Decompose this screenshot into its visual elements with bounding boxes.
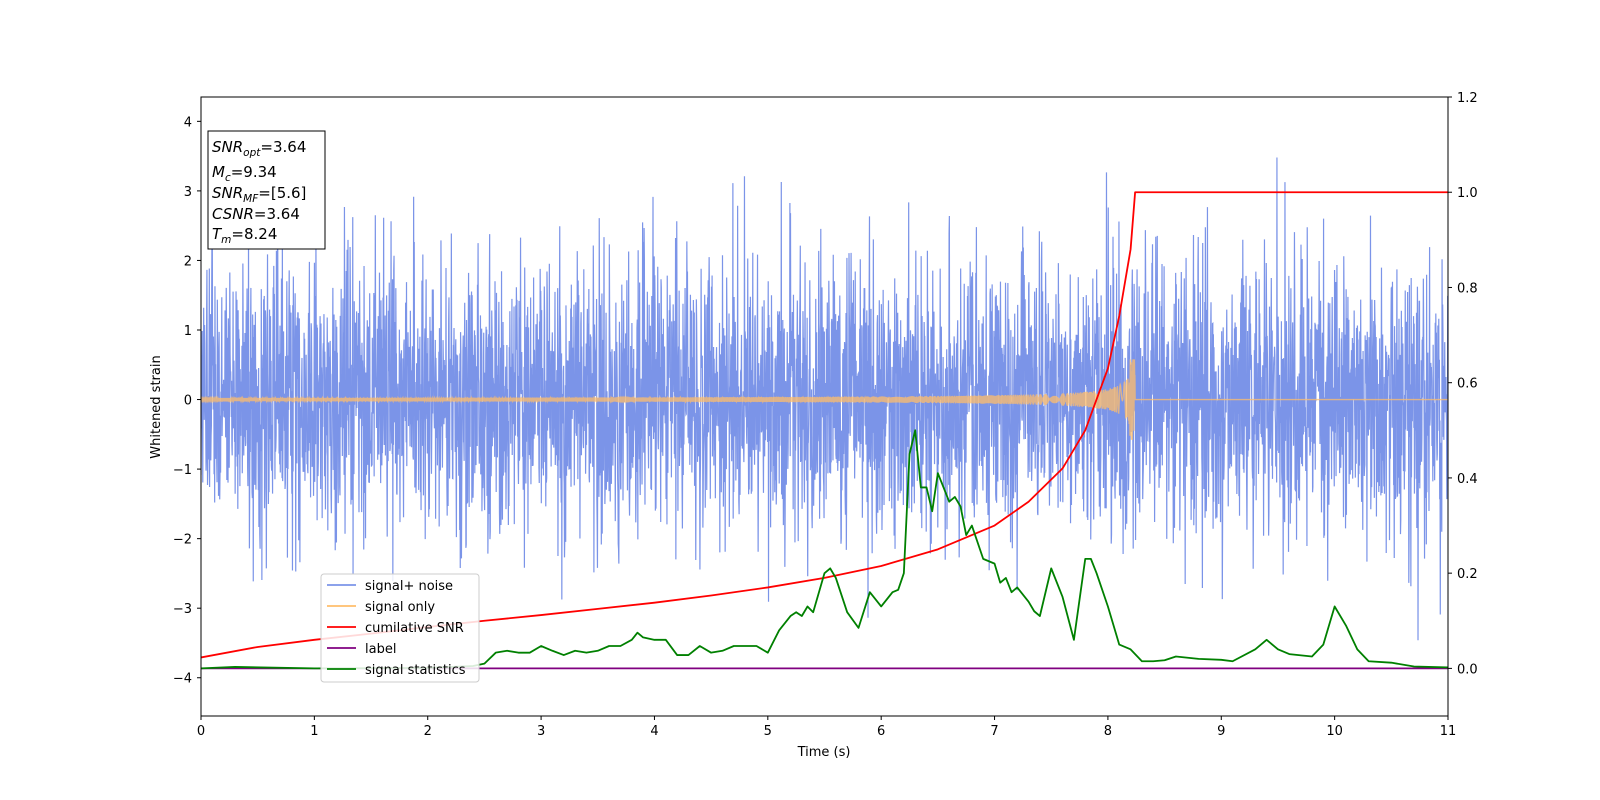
- x-tick-label: 3: [537, 724, 545, 739]
- y-right-tick-label: 0.0: [1457, 662, 1478, 677]
- svg-text:label: label: [365, 642, 396, 657]
- annotation-line-mc: Mc=9.34: [212, 163, 277, 184]
- y-left-tick-label: 3: [184, 185, 192, 200]
- y-right-tick-label: 0.2: [1457, 567, 1478, 582]
- x-tick-label: 9: [1217, 724, 1225, 739]
- x-tick-label: 4: [650, 724, 658, 739]
- y-right-tick-label: 0.4: [1457, 472, 1478, 487]
- y-left-tick-label: 0: [184, 394, 192, 409]
- annotation-line-snr-mf: SNRMF=[5.6]: [212, 184, 306, 205]
- annotation-line-csnr: CSNR=3.64: [212, 205, 300, 223]
- x-tick-label: 8: [1104, 724, 1112, 739]
- annotation-line-snr-opt: SNRopt=3.64: [212, 138, 306, 159]
- legend: signal+ noise signal only cumilative SNR…: [320, 573, 480, 683]
- x-tick-label: 10: [1326, 724, 1343, 739]
- y-right-tick-label: 0.8: [1457, 281, 1478, 296]
- annotation-line-tm: Tm=8.24: [212, 225, 277, 246]
- stats-annotation-box: SNRopt=3.64 Mc=9.34 SNRMF=[5.6] CSNR=3.6…: [207, 130, 326, 250]
- legend-item-signal-noise: signal+ noise: [327, 579, 453, 594]
- x-tick-label: 2: [424, 724, 432, 739]
- y-axis-label: Whitened strain: [149, 355, 164, 458]
- plot-frame: [200, 96, 1449, 717]
- svg-text:signal statistics: signal statistics: [365, 663, 466, 678]
- y-left-tick-label: 1: [184, 324, 192, 339]
- x-tick-label: 11: [1440, 724, 1457, 739]
- y-left-tick-label: 4: [184, 115, 192, 130]
- x-tick-label: 7: [990, 724, 998, 739]
- series-signal-only: [201, 359, 1448, 440]
- series-signal-statistics: [201, 429, 1448, 670]
- y-left-tick-label: −3: [173, 602, 192, 617]
- x-axis: 0 1 2 3 4 5 6 7 8 9 10 11: [197, 716, 1456, 739]
- y-axis-right: 1.2 1.0 0.8 0.6 0.4 0.2 0.0: [1448, 91, 1478, 677]
- y-axis-left: 4 3 2 1 0 −1 −2 −3 −4: [173, 115, 201, 687]
- y-left-tick-label: −4: [173, 672, 192, 687]
- y-right-tick-label: 1.0: [1457, 186, 1478, 201]
- y-right-tick-label: 0.6: [1457, 377, 1478, 392]
- y-left-tick-label: 2: [184, 254, 192, 269]
- legend-item-signal-statistics: signal statistics: [327, 663, 466, 678]
- x-tick-label: 6: [877, 724, 885, 739]
- svg-text:signal+ noise: signal+ noise: [365, 579, 453, 594]
- series-signal-noise: [201, 157, 1448, 641]
- svg-text:cumilative SNR: cumilative SNR: [365, 621, 464, 636]
- legend-item-signal-only: signal only: [327, 600, 435, 615]
- legend-item-cumulative-snr: cumilative SNR: [327, 621, 464, 636]
- y-left-tick-label: −2: [173, 533, 192, 548]
- y-left-tick-label: −1: [173, 463, 192, 478]
- x-tick-label: 5: [764, 724, 772, 739]
- legend-item-label: label: [327, 642, 396, 657]
- x-tick-label: 0: [197, 724, 205, 739]
- x-axis-label: Time (s): [797, 745, 851, 760]
- svg-text:signal only: signal only: [365, 600, 435, 615]
- x-tick-label: 1: [310, 724, 318, 739]
- y-right-tick-label: 1.2: [1457, 91, 1478, 106]
